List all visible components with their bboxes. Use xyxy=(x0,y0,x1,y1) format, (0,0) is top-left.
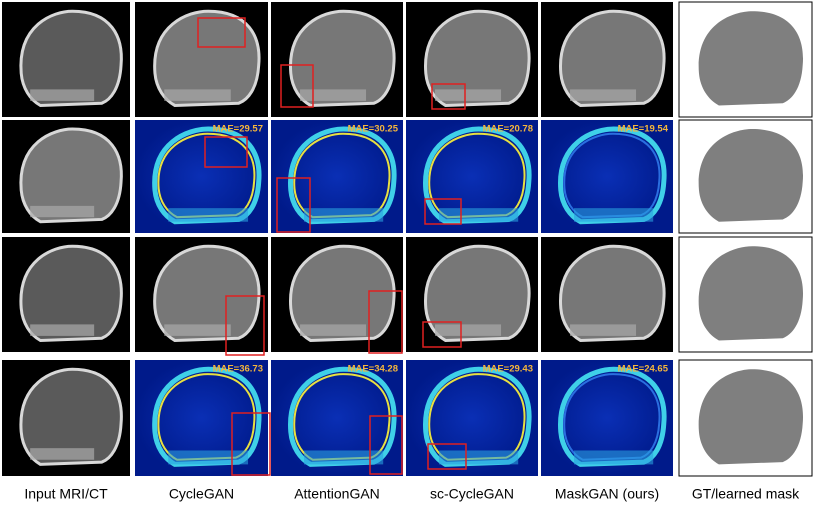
error-base xyxy=(439,208,519,222)
mask-shape xyxy=(698,129,804,222)
image-panel xyxy=(406,2,538,117)
highlight-box xyxy=(424,198,462,225)
scan-base xyxy=(30,205,95,218)
scan-base xyxy=(30,448,95,460)
column-label: MaskGAN (ours) xyxy=(555,486,659,502)
image-panel xyxy=(678,359,813,477)
highlight-box xyxy=(422,321,462,348)
scan-head xyxy=(559,244,666,343)
mae-label: MAE=34.28 xyxy=(348,364,398,375)
column-label: Input MRI/CT xyxy=(24,486,108,502)
highlight-box xyxy=(431,83,466,110)
highlight-box xyxy=(280,64,314,108)
image-panel: MAE=29.43 xyxy=(406,360,538,476)
scan-base xyxy=(570,89,637,101)
highlight-box xyxy=(204,136,248,168)
error-base xyxy=(168,450,249,465)
mask-shape xyxy=(698,11,804,106)
scan-head xyxy=(153,9,261,108)
image-panel xyxy=(271,2,403,117)
image-panel xyxy=(135,237,268,352)
image-panel xyxy=(678,119,813,234)
error-base xyxy=(304,450,384,465)
mae-label: MAE=36.73 xyxy=(213,364,263,375)
scan-head xyxy=(19,367,123,466)
image-panel xyxy=(271,237,403,352)
image-panel: MAE=19.54 xyxy=(541,120,673,233)
mae-label: MAE=30.25 xyxy=(348,124,399,135)
image-panel: MAE=30.25 xyxy=(271,120,403,233)
image-panel: MAE=29.57 xyxy=(135,120,268,233)
image-panel: MAE=24.65 xyxy=(541,360,673,476)
image-panel xyxy=(2,360,130,476)
scan-head xyxy=(289,9,396,108)
scan-head xyxy=(424,244,531,343)
image-panel xyxy=(135,2,268,117)
image-panel xyxy=(2,237,130,352)
scan-base xyxy=(300,324,367,336)
highlight-box xyxy=(368,290,403,354)
scan-head xyxy=(19,244,123,343)
column-label: AttentionGAN xyxy=(294,486,380,502)
scan-base xyxy=(570,324,637,336)
highlight-box xyxy=(231,412,271,476)
scan-head xyxy=(424,9,531,108)
error-base xyxy=(439,450,519,465)
image-panel: MAE=36.73 xyxy=(135,360,268,476)
scan-base xyxy=(164,89,231,101)
scan-base xyxy=(164,324,231,336)
column-label: sc-CycleGAN xyxy=(430,486,514,502)
highlight-box xyxy=(276,177,311,233)
mae-label: MAE=20.78 xyxy=(483,124,533,135)
scan-base xyxy=(300,89,367,101)
image-panel xyxy=(541,2,673,117)
scan-head xyxy=(19,127,123,224)
highlight-box xyxy=(197,17,246,48)
image-panel xyxy=(2,2,130,117)
highlight-box xyxy=(225,295,265,356)
image-panel xyxy=(406,237,538,352)
mask-shape xyxy=(698,246,804,341)
highlight-box xyxy=(369,415,403,475)
image-panel xyxy=(678,236,813,353)
mae-label: MAE=19.54 xyxy=(618,124,669,135)
error-base xyxy=(574,450,654,465)
scan-base xyxy=(435,89,502,101)
image-panel: MAE=20.78 xyxy=(406,120,538,233)
column-label: GT/learned mask xyxy=(692,486,800,502)
mae-label: MAE=24.65 xyxy=(618,364,669,375)
mae-label: MAE=29.43 xyxy=(483,364,533,375)
highlight-box xyxy=(427,443,467,470)
error-base xyxy=(574,208,654,222)
scan-base xyxy=(435,324,502,336)
mask-shape xyxy=(698,369,804,465)
error-base xyxy=(168,208,249,222)
image-panel: MAE=34.28 xyxy=(271,360,403,476)
image-panel xyxy=(541,237,673,352)
column-label: CycleGAN xyxy=(169,486,234,502)
scan-head xyxy=(153,244,261,343)
scan-base xyxy=(30,324,95,336)
image-panel xyxy=(678,1,813,118)
image-panel xyxy=(2,120,130,233)
scan-head xyxy=(289,244,396,343)
mae-label: MAE=29.57 xyxy=(213,124,263,135)
scan-head xyxy=(559,9,666,108)
scan-base xyxy=(30,89,95,101)
scan-head xyxy=(19,9,123,108)
error-base xyxy=(304,208,384,222)
